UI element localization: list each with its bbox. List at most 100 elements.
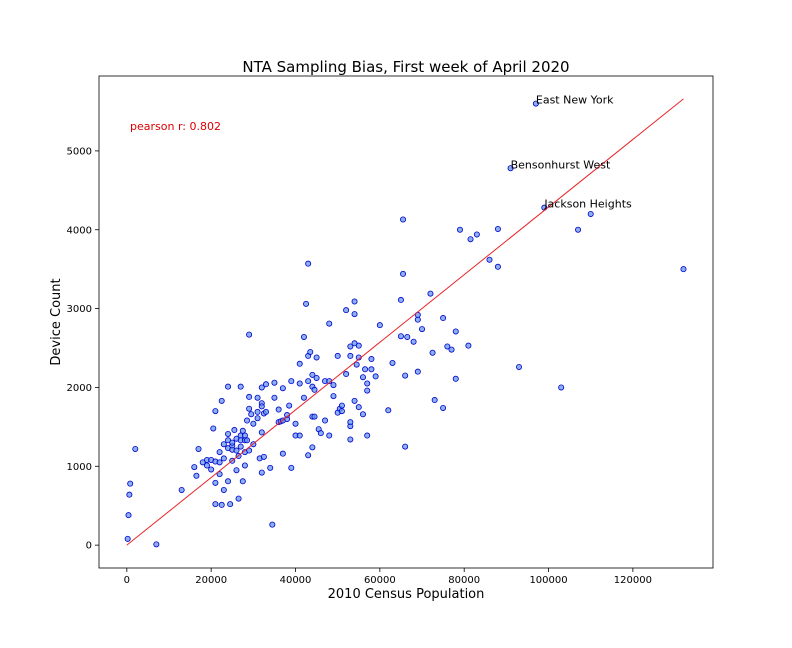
data-point xyxy=(288,378,295,385)
x-tick-label: 100000 xyxy=(529,575,567,586)
x-tick-label: 40000 xyxy=(280,575,312,586)
data-point xyxy=(587,210,594,217)
data-point xyxy=(275,406,282,413)
data-point xyxy=(359,374,366,381)
data-point xyxy=(372,373,379,380)
data-point xyxy=(452,375,459,382)
data-point xyxy=(127,480,134,487)
data-point xyxy=(347,352,354,359)
data-point xyxy=(237,443,244,450)
data-point xyxy=(486,256,493,263)
data-point xyxy=(465,342,472,349)
data-point xyxy=(532,100,539,107)
data-point xyxy=(258,469,265,476)
data-point xyxy=(456,226,463,233)
data-point xyxy=(300,333,307,340)
x-tick-label: 60000 xyxy=(364,575,396,586)
y-tick-label: 1000 xyxy=(67,462,92,473)
data-point xyxy=(258,403,265,410)
data-point xyxy=(126,491,133,498)
data-point xyxy=(237,383,244,390)
data-point xyxy=(355,404,362,411)
data-point xyxy=(239,478,246,485)
data-point xyxy=(326,320,333,327)
data-point xyxy=(258,429,265,436)
data-point xyxy=(494,263,501,270)
data-point xyxy=(400,270,407,277)
data-point xyxy=(414,368,421,375)
data-point xyxy=(404,333,411,340)
data-point xyxy=(303,300,310,307)
data-point xyxy=(208,466,215,473)
data-point xyxy=(235,495,242,502)
data-point xyxy=(250,420,257,427)
data-point xyxy=(241,462,248,469)
data-point xyxy=(246,331,253,338)
data-point xyxy=(322,417,329,424)
data-point xyxy=(178,486,185,493)
data-point xyxy=(220,455,227,462)
data-point xyxy=(296,360,303,367)
data-point xyxy=(279,385,286,392)
data-point xyxy=(351,298,358,305)
data-point xyxy=(229,439,236,446)
data-point xyxy=(246,405,253,412)
data-point xyxy=(305,378,312,385)
plot-area: East New York Bensonhurst West Jackson Hei… xyxy=(124,94,687,548)
data-point xyxy=(195,445,202,452)
data-point xyxy=(260,453,267,460)
data-point xyxy=(216,471,223,478)
data-point xyxy=(317,430,324,437)
x-tick-label: 0 xyxy=(124,575,130,586)
data-point xyxy=(402,372,409,379)
data-point xyxy=(419,326,426,333)
data-point xyxy=(225,430,232,437)
data-point xyxy=(212,479,219,486)
data-point xyxy=(262,381,269,388)
data-point xyxy=(330,382,337,389)
data-point xyxy=(311,413,318,420)
data-point xyxy=(288,464,295,471)
data-point xyxy=(440,404,447,411)
data-point xyxy=(286,402,293,409)
data-point xyxy=(364,432,371,439)
x-axis-label: 2010 Census Population xyxy=(328,587,485,602)
data-point xyxy=(368,366,375,373)
data-point xyxy=(467,236,474,243)
data-point xyxy=(397,296,404,303)
data-point xyxy=(516,363,523,370)
data-point xyxy=(191,464,198,471)
data-point xyxy=(343,371,350,378)
data-point xyxy=(233,467,240,474)
data-point xyxy=(153,541,160,548)
data-point xyxy=(296,380,303,387)
data-point xyxy=(368,356,375,363)
data-point xyxy=(225,383,232,390)
data-point xyxy=(376,322,383,329)
y-tick-label: 4000 xyxy=(67,225,92,236)
data-point xyxy=(218,397,225,404)
data-point xyxy=(400,216,407,223)
data-point xyxy=(258,384,265,391)
data-point xyxy=(124,535,131,542)
data-point xyxy=(267,464,274,471)
data-point xyxy=(132,445,139,452)
x-tick-label: 80000 xyxy=(448,575,480,586)
axis-ticks: 0 20000 40000 60000 80000 100000 120000 0 1000 20… xyxy=(67,146,652,586)
data-point xyxy=(279,450,286,457)
data-point xyxy=(220,486,227,493)
data-point xyxy=(271,394,278,401)
data-point xyxy=(680,266,687,273)
data-point xyxy=(305,260,312,267)
data-point xyxy=(227,501,234,508)
data-point xyxy=(338,402,345,409)
data-point xyxy=(347,436,354,443)
data-point xyxy=(431,397,438,404)
data-point xyxy=(193,472,200,479)
data-point xyxy=(262,408,269,415)
data-point xyxy=(271,379,278,386)
point-annotation: East New York xyxy=(536,94,614,107)
data-point xyxy=(334,352,341,359)
